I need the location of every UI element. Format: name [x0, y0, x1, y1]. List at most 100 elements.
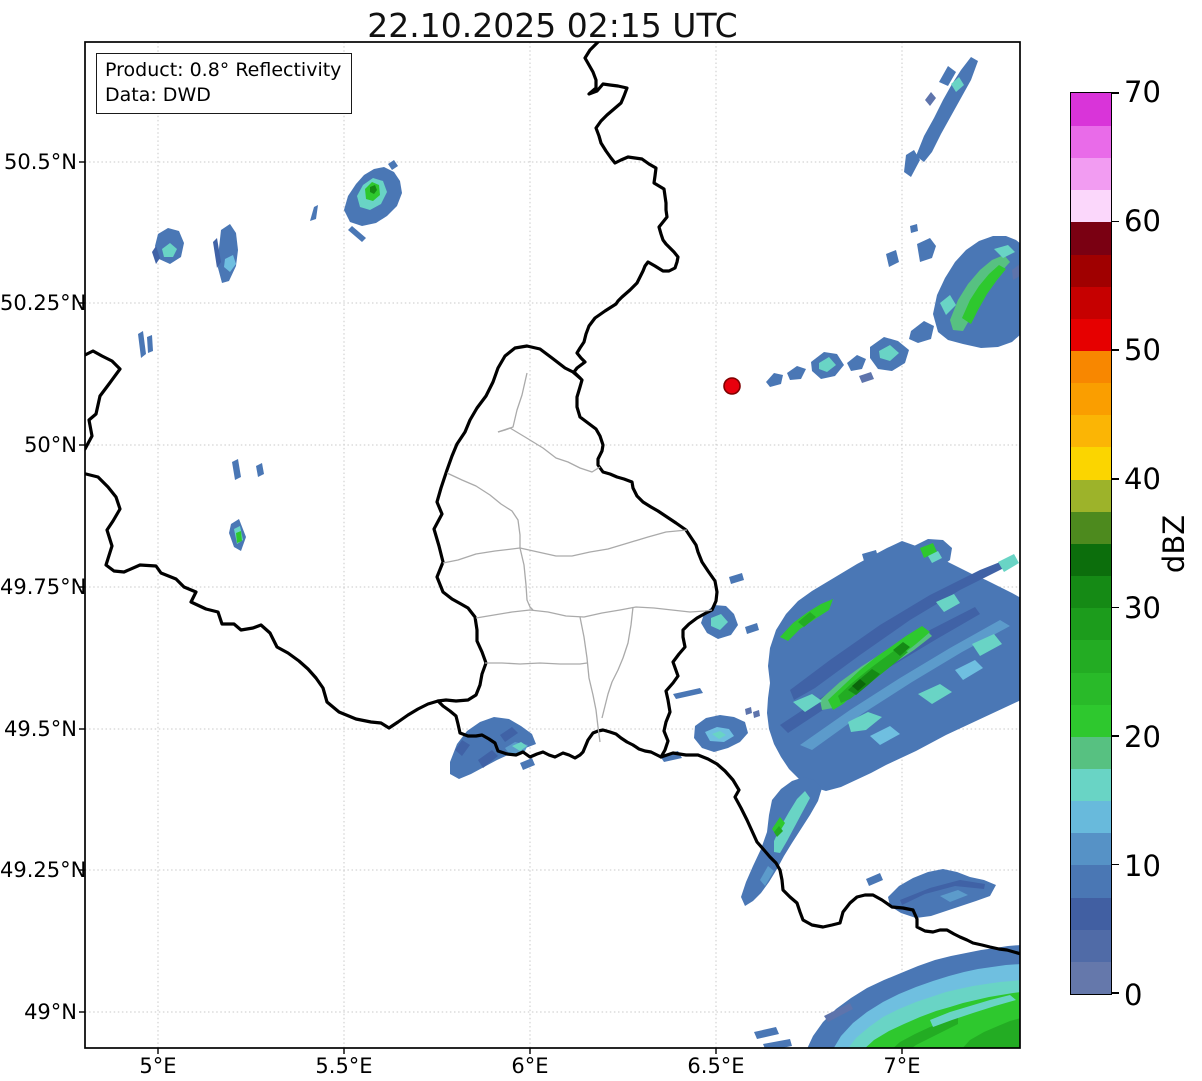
- radar-echo-west-cluster-b: [213, 238, 221, 268]
- canton-line: [485, 662, 588, 665]
- colorbar-tick-mark: [1111, 92, 1119, 94]
- colorbar-tick-mark: [1111, 606, 1119, 609]
- radar-echo-main-band: [745, 623, 759, 634]
- border-france-belgium-2: [85, 472, 440, 730]
- y-tick-label: 49.5°N: [4, 717, 77, 741]
- canton-line: [519, 547, 534, 611]
- radar-echo-right-band: [886, 250, 899, 267]
- colorbar-tick-mark: [1111, 863, 1119, 866]
- radar-echo-bottomright-patch: [900, 880, 985, 905]
- radar-echo-right-band: [917, 238, 936, 262]
- radar-echo-west-dashes: [232, 459, 241, 480]
- colorbar-tick-label: 60: [1124, 204, 1161, 238]
- border-france-germany: [659, 751, 1020, 956]
- radar-echo-west-green-cell: [236, 531, 242, 543]
- radar-echo-west-cluster-b: [224, 255, 236, 272]
- radar-echo-bottom-band: [893, 1016, 958, 1048]
- colorbar-tick-mark: [1111, 735, 1119, 737]
- radar-echo-main-band: [800, 620, 1010, 750]
- border-france-belgium: [85, 349, 122, 451]
- radar-echo-center-small: [711, 614, 728, 630]
- radar-echo-bottomright-patch: [940, 890, 968, 902]
- radar-echo-layer: [138, 57, 1020, 1048]
- x-tick-label: 5.5°E: [315, 1054, 373, 1078]
- product-annotation-box: Product: 0.8° Reflectivity Data: DWD: [96, 53, 353, 115]
- radar-echo-main-band: [852, 679, 866, 691]
- radar-echo-bottom-band: [754, 1027, 779, 1039]
- radar-echo-main-band: [753, 710, 760, 718]
- radar-station-marker: [723, 377, 741, 395]
- colorbar-tick-label: 0: [1124, 978, 1143, 1012]
- radar-echo-station-band: [766, 373, 783, 387]
- colorbar-tick-label: 50: [1124, 333, 1161, 367]
- colorbar-tick-mark: [1111, 349, 1119, 351]
- colorbar-segment: [1071, 253, 1111, 287]
- radar-echo-nw-dash: [310, 205, 318, 221]
- colorbar-segment: [1071, 961, 1111, 994]
- colorbar-segment: [1071, 189, 1111, 223]
- canton-line: [442, 529, 688, 564]
- colorbar-tick-label: 70: [1124, 75, 1161, 109]
- colorbar-segment: [1071, 318, 1111, 351]
- radar-echo-right-band: [1012, 264, 1020, 280]
- x-tick-label: 7°E: [883, 1054, 921, 1078]
- colorbar: [1070, 92, 1119, 995]
- canton-line: [497, 427, 601, 473]
- radar-echo-nw-cell: [370, 185, 377, 194]
- colorbar-segment: [1071, 479, 1111, 512]
- x-tick-label: 6.5°E: [687, 1054, 745, 1078]
- radar-echo-center-patch: [712, 731, 726, 739]
- colorbar-segment: [1071, 350, 1111, 384]
- colorbar-segment: [1071, 575, 1111, 609]
- radar-echo-station-band: [847, 355, 866, 371]
- radar-echo-main-band: [920, 543, 937, 558]
- colorbar-segment: [1071, 93, 1111, 126]
- radar-echo-main-band: [928, 551, 942, 563]
- y-tick-label: 50.5°N: [4, 150, 77, 174]
- radar-echo-nw-cell: [348, 226, 366, 242]
- canton-line: [446, 472, 521, 548]
- radar-echo-nw-cell: [388, 160, 398, 170]
- radar-echo-right-band: [940, 295, 956, 315]
- colorbar-segment: [1071, 382, 1111, 416]
- radar-echo-main-band: [790, 562, 1004, 700]
- figure-title: 22.10.2025 02:15 UTC: [367, 6, 738, 45]
- radar-echo-bottomright-patch: [888, 869, 996, 918]
- colorbar-segment: [1071, 446, 1111, 480]
- radar-echo-bottomright-patch: [866, 873, 883, 886]
- y-tick-label: 50.25°N: [0, 291, 87, 315]
- y-tick-label: 49°N: [24, 1000, 77, 1024]
- radar-echo-main-band: [793, 694, 822, 712]
- radar-echo-bottom-band: [930, 995, 1016, 1027]
- radar-echo-main-band: [955, 660, 983, 680]
- colorbar-segment: [1071, 896, 1111, 930]
- radar-echo-topright-band: [904, 150, 920, 177]
- colorbar-segment: [1071, 607, 1111, 641]
- colorbar-tick-mark: [1111, 992, 1119, 994]
- radar-echo-lux-south-cluster: [520, 758, 535, 770]
- radar-echo-station-band: [787, 366, 806, 380]
- radar-echo-main-band: [918, 684, 952, 704]
- radar-echo-sw-band: [774, 826, 783, 837]
- plot-frame: [84, 41, 1021, 1049]
- data-source-line: Data: DWD: [105, 83, 211, 106]
- radar-echo-right-band: [910, 224, 918, 233]
- radar-echo-lux-south-cluster: [512, 742, 527, 751]
- canton-line: [579, 616, 601, 743]
- radar-echo-lux-south-cluster: [455, 740, 470, 756]
- colorbar-tick-label: 20: [1124, 720, 1161, 754]
- radar-echo-lux-south-cluster: [478, 750, 498, 768]
- radar-echo-lux-south-cluster: [500, 727, 518, 742]
- radar-echo-sw-band: [774, 791, 810, 853]
- colorbar-segment: [1071, 511, 1111, 544]
- colorbar-tick-mark: [1111, 220, 1119, 223]
- colorbar-tick-mark: [1111, 478, 1119, 480]
- radar-echo-sw-band: [760, 866, 774, 886]
- radar-echo-west-dashes: [138, 331, 146, 358]
- colorbar-segment: [1071, 864, 1111, 898]
- y-tick-label: 50°N: [24, 433, 77, 457]
- y-tick-label: 49.75°N: [0, 575, 87, 599]
- radar-echo-bottom-band: [962, 1018, 1020, 1048]
- radar-echo-west-dashes: [256, 463, 264, 477]
